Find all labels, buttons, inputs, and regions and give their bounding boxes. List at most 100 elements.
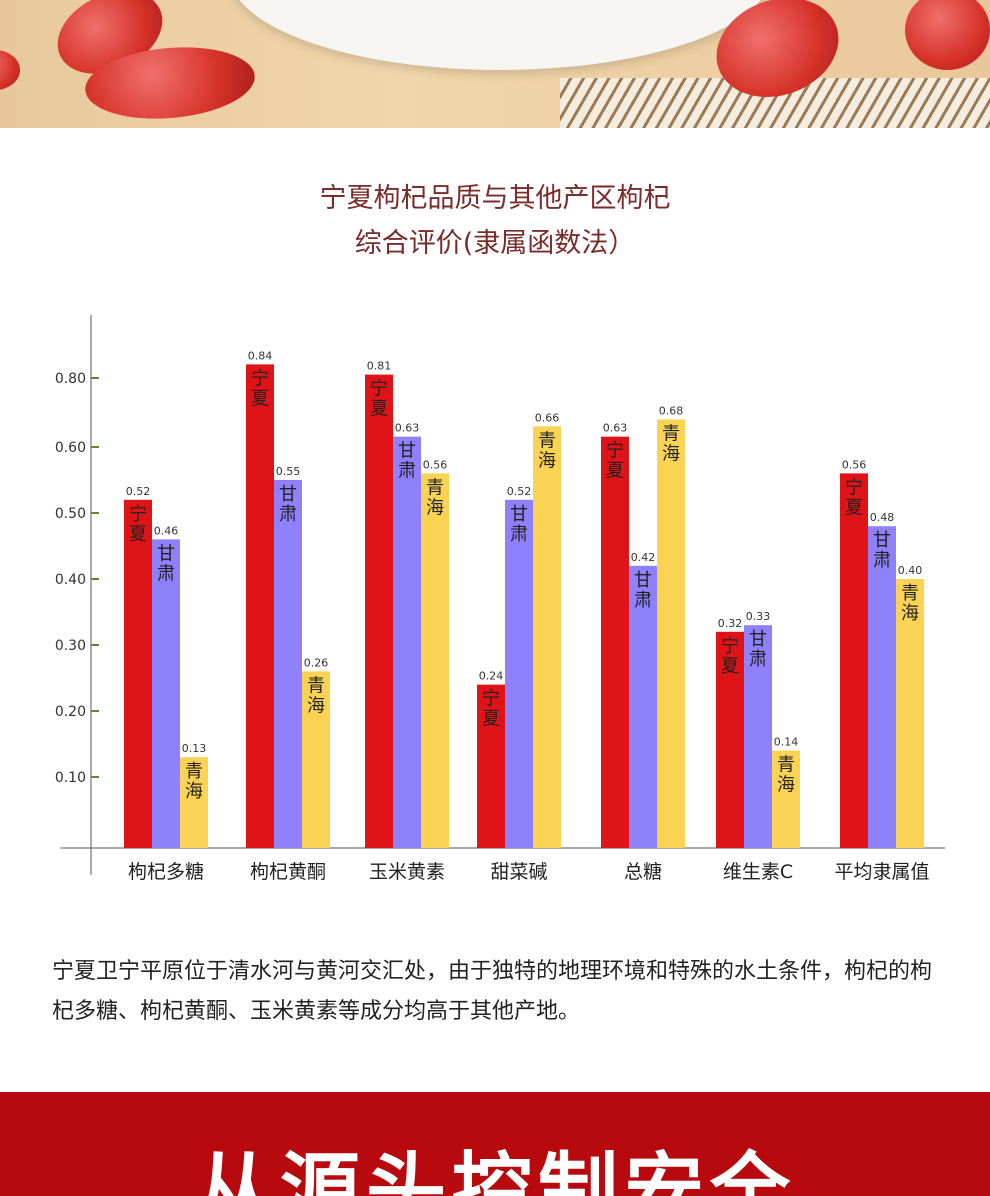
x-tick-label: 维生素C <box>723 861 793 883</box>
y-tick-label: 0.60 <box>55 440 86 456</box>
title-line-2: 综合评价(隶属函数法） <box>354 228 636 259</box>
value-label: 0.81 <box>367 360 392 373</box>
bar-甘肃 <box>744 625 772 848</box>
bar-series-label: 甘 <box>634 570 652 591</box>
y-tick-label: 0.40 <box>55 572 86 588</box>
bar-series-label: 肃 <box>634 590 652 611</box>
bar-宁夏 <box>246 364 274 848</box>
value-label: 0.48 <box>870 511 895 524</box>
banner-text: 从源头控制安全 <box>194 1144 796 1196</box>
bar-青海 <box>302 671 330 848</box>
bar-series-label: 宁 <box>845 477 863 498</box>
bar-青海 <box>421 473 449 848</box>
value-label: 0.42 <box>631 551 656 564</box>
goji-photo <box>0 0 990 128</box>
bar-series-label: 宁 <box>606 441 624 462</box>
x-tick-label: 枸杞黄酮 <box>250 861 326 883</box>
value-label: 0.33 <box>746 610 771 623</box>
banner: 从源头控制安全 <box>0 1092 990 1196</box>
bar-series-label: 青 <box>538 430 556 451</box>
bar-series-label: 宁 <box>482 689 500 710</box>
value-label: 0.52 <box>126 485 151 498</box>
value-label: 0.63 <box>395 422 420 435</box>
bar-宁夏 <box>365 374 393 848</box>
bar-series-label: 宁 <box>721 636 739 657</box>
bar-series-label: 宁 <box>129 504 147 525</box>
value-label: 0.40 <box>898 564 923 577</box>
bar-宁夏 <box>477 684 505 848</box>
bar-series-label: 青 <box>426 477 444 498</box>
plate <box>230 0 770 70</box>
title-line-1: 宁夏枸杞品质与其他产区枸杞 <box>319 183 671 214</box>
bar-series-label: 海 <box>777 775 795 796</box>
bar-series-label: 夏 <box>370 399 388 420</box>
bar-青海 <box>533 426 561 848</box>
y-tick-label: 0.30 <box>55 638 86 654</box>
bar-series-label: 甘 <box>157 543 175 564</box>
value-label: 0.24 <box>479 670 504 683</box>
bar-宁夏 <box>601 436 629 848</box>
value-label: 0.68 <box>659 404 684 417</box>
y-tick-label: 0.20 <box>55 704 86 720</box>
bar-甘肃 <box>868 526 896 848</box>
bar-series-label: 甘 <box>279 484 297 505</box>
y-tick-label: 0.80 <box>55 371 86 387</box>
x-tick-label: 甜菜碱 <box>490 861 547 883</box>
bar-series-label: 肃 <box>398 461 416 482</box>
value-label: 0.56 <box>842 458 867 471</box>
value-label: 0.84 <box>248 349 273 362</box>
bar-series-label: 夏 <box>845 497 863 518</box>
x-tick-label: 平均隶属值 <box>834 861 929 883</box>
bar-series-label: 甘 <box>749 629 767 650</box>
bar-甘肃 <box>505 499 533 848</box>
bar-甘肃 <box>274 480 302 848</box>
value-label: 0.13 <box>182 742 207 755</box>
bar-series-label: 青 <box>307 675 325 696</box>
bar-series-label: 肃 <box>510 524 528 545</box>
x-tick-label: 玉米黄素 <box>369 861 445 883</box>
bar-series-label: 肃 <box>279 504 297 525</box>
bar-series-label: 夏 <box>482 709 500 730</box>
value-label: 0.55 <box>276 465 301 478</box>
bar-甘肃 <box>393 436 421 848</box>
x-tick-label: 总糖 <box>624 861 662 883</box>
value-label: 0.66 <box>535 411 560 424</box>
bar-series-label: 青 <box>777 755 795 776</box>
bar-series-label: 海 <box>901 603 919 624</box>
x-tick-label: 枸杞多糖 <box>128 861 204 883</box>
description: 宁夏卫宁平原位于清水河与黄河交汇处，由于独特的地理环境和特殊的水土条件，枸杞的枸… <box>52 959 933 1024</box>
bar-series-label: 宁 <box>251 368 269 389</box>
bar-series-label: 青 <box>901 583 919 604</box>
value-label: 0.14 <box>774 736 799 749</box>
bar-宁夏 <box>840 473 868 848</box>
bar-series-label: 甘 <box>398 441 416 462</box>
bar-series-label: 青 <box>662 423 680 444</box>
bar-青海 <box>896 579 924 848</box>
bar-series-label: 甘 <box>873 530 891 551</box>
bar-series-label: 宁 <box>370 379 388 400</box>
chart-title: 宁夏枸杞品质与其他产区枸杞 综合评价(隶属函数法） <box>0 176 990 266</box>
bar-series-label: 肃 <box>157 563 175 584</box>
bar-青海 <box>180 757 208 848</box>
bar-宁夏 <box>716 631 744 848</box>
y-tick-label: 0.10 <box>55 770 86 786</box>
y-tick-label: 0.50 <box>55 506 86 522</box>
bar-series-label: 肃 <box>873 550 891 571</box>
bar-series-label: 夏 <box>606 461 624 482</box>
bar-series-label: 夏 <box>251 388 269 409</box>
bar-series-label: 夏 <box>721 656 739 677</box>
value-label: 0.26 <box>304 656 329 669</box>
bar-青海 <box>772 750 800 848</box>
value-label: 0.46 <box>154 524 179 537</box>
bar-series-label: 海 <box>185 781 203 802</box>
bar-series-label: 夏 <box>129 524 147 545</box>
bar-甘肃 <box>629 565 657 848</box>
bar-series-label: 海 <box>538 450 556 471</box>
bar-series-label: 海 <box>307 695 325 716</box>
bar-series-label: 青 <box>185 761 203 782</box>
bar-series-label: 海 <box>426 497 444 518</box>
bar-series-label: 海 <box>662 443 680 464</box>
bar-宁夏 <box>124 499 152 848</box>
value-label: 0.32 <box>718 617 743 630</box>
